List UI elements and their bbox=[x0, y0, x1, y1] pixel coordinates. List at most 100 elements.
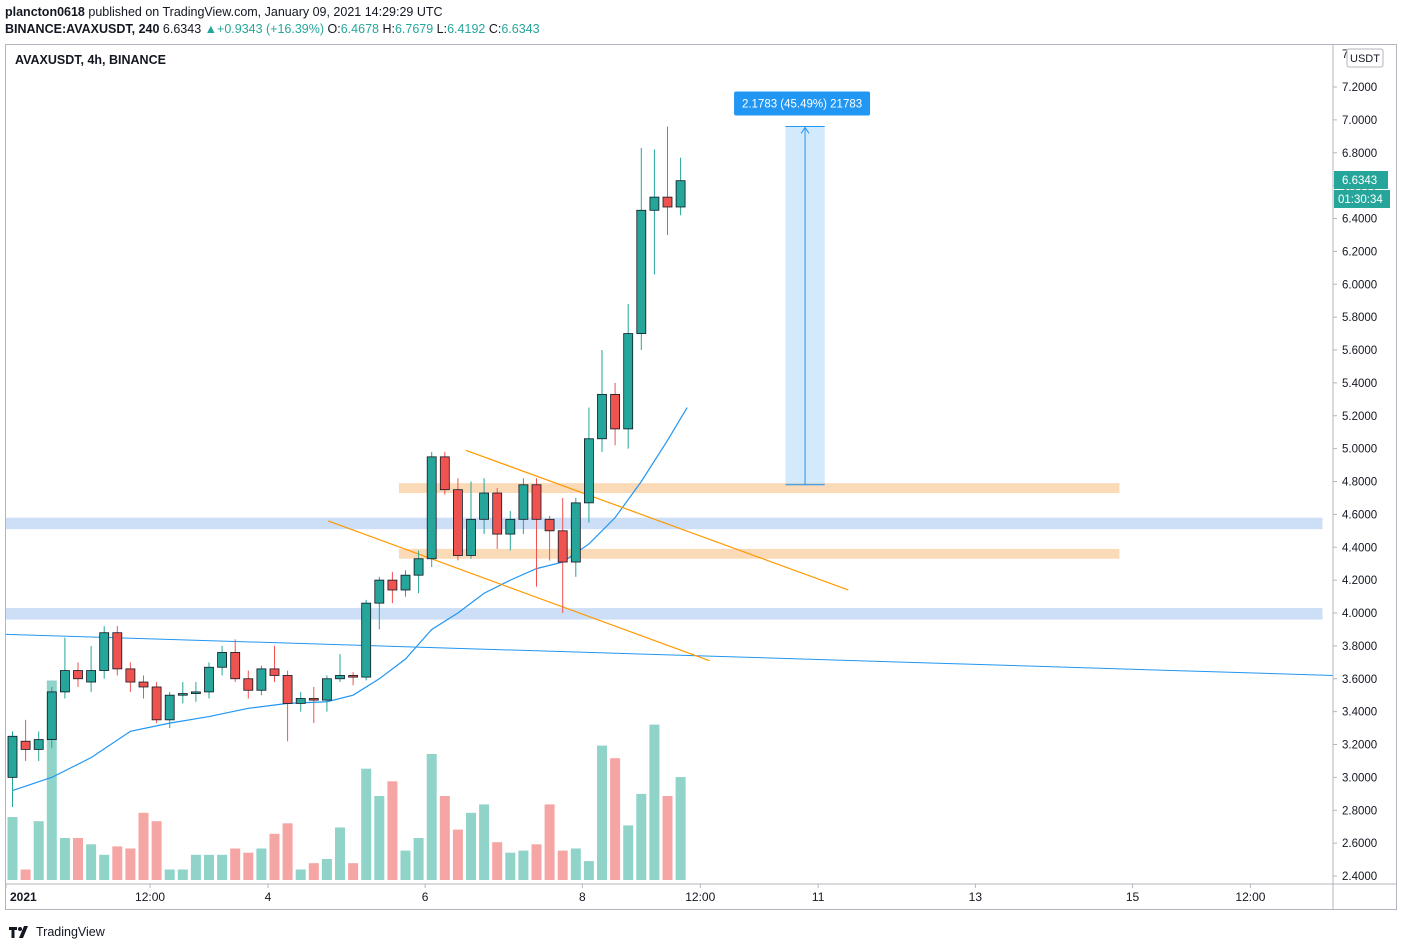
candle-body[interactable] bbox=[426, 456, 437, 560]
high-label: H: bbox=[382, 22, 395, 36]
candle-body[interactable] bbox=[99, 632, 110, 671]
candle-body[interactable] bbox=[479, 492, 490, 520]
candle-body[interactable] bbox=[177, 693, 188, 696]
low-label: L: bbox=[436, 22, 448, 36]
author-name[interactable]: plancton0618 bbox=[5, 5, 85, 19]
candle-body[interactable] bbox=[348, 675, 359, 678]
candle-body[interactable] bbox=[544, 518, 555, 532]
price-tick-label: 4.6000 bbox=[1342, 509, 1377, 521]
high-value: 6.7679 bbox=[394, 22, 434, 36]
candle-body[interactable] bbox=[282, 675, 293, 704]
last-price-label: 6.6343 bbox=[1342, 175, 1377, 187]
candle-body[interactable] bbox=[531, 484, 542, 520]
ohlc-row: BINANCE:AVAXUSDT, 240 6.6343 ▲+0.9343 (+… bbox=[5, 21, 540, 38]
volume-bar bbox=[636, 793, 647, 880]
price-tick-label: 5.6000 bbox=[1342, 345, 1377, 357]
candle-body[interactable] bbox=[557, 530, 568, 563]
price-tick-label: 2.4000 bbox=[1342, 871, 1377, 883]
volume-bar bbox=[177, 869, 188, 880]
candle-body[interactable] bbox=[361, 602, 372, 678]
candle-body[interactable] bbox=[190, 691, 201, 694]
volume-bar bbox=[439, 796, 450, 880]
currency-box[interactable] bbox=[1346, 48, 1384, 68]
footer-brand[interactable]: TradingView bbox=[8, 925, 105, 939]
measure-label: 2.1783 (45.49%) 21783 bbox=[742, 98, 862, 110]
publish-info: published on TradingView.com, January 09… bbox=[84, 5, 443, 19]
candle-body[interactable] bbox=[570, 502, 581, 563]
candle-body[interactable] bbox=[243, 678, 254, 691]
candle-body[interactable] bbox=[269, 668, 280, 676]
candle-body[interactable] bbox=[86, 670, 96, 683]
price-tick-label: 6.2000 bbox=[1342, 246, 1377, 258]
chart-frame[interactable] bbox=[5, 44, 1397, 910]
candle-body[interactable] bbox=[413, 558, 424, 576]
candle-body[interactable] bbox=[505, 518, 516, 535]
candle-body[interactable] bbox=[374, 579, 385, 604]
volume-bar bbox=[623, 825, 634, 880]
last-price: 6.6343 bbox=[162, 22, 202, 36]
price-tick-label: 3.2000 bbox=[1342, 740, 1377, 752]
candle-body[interactable] bbox=[636, 209, 647, 334]
candle-body[interactable] bbox=[452, 489, 463, 556]
candle-body[interactable] bbox=[321, 678, 332, 701]
candle-body[interactable] bbox=[584, 438, 594, 504]
price-tick-label: 5.4000 bbox=[1342, 378, 1377, 390]
candle-body[interactable] bbox=[204, 666, 214, 693]
candle-body[interactable] bbox=[217, 652, 228, 668]
candle-body[interactable] bbox=[492, 492, 503, 535]
volume-bar bbox=[99, 854, 110, 880]
candle-body[interactable] bbox=[335, 675, 345, 680]
volume-bar bbox=[570, 848, 581, 880]
volume-bar bbox=[86, 844, 97, 880]
candle-body[interactable] bbox=[256, 668, 267, 691]
candle-body[interactable] bbox=[73, 670, 83, 680]
price-tick-label: 3.6000 bbox=[1342, 674, 1377, 686]
candle-body[interactable] bbox=[230, 652, 241, 680]
time-tick-label: 13 bbox=[969, 890, 983, 904]
volume-bar bbox=[544, 804, 555, 880]
time-tick-label: 12:00 bbox=[135, 890, 165, 904]
candle-body[interactable] bbox=[125, 668, 136, 683]
price-tick-label: 5.8000 bbox=[1342, 312, 1377, 324]
close-value: 6.6343 bbox=[501, 22, 540, 36]
price-tick-label: 3.0000 bbox=[1342, 772, 1377, 784]
symbol-label: BINANCE:AVAXUSDT, 240 bbox=[5, 22, 160, 36]
candle-body[interactable] bbox=[675, 180, 686, 208]
volume-bar bbox=[492, 842, 503, 880]
change-value: +0.9343 (+16.39%) bbox=[217, 22, 325, 36]
volume-bar bbox=[151, 821, 162, 880]
candle-body[interactable] bbox=[7, 735, 18, 778]
volume-bar bbox=[531, 844, 542, 880]
candle-body[interactable] bbox=[295, 698, 306, 704]
volume-bar bbox=[335, 827, 345, 880]
candle-body[interactable] bbox=[597, 393, 607, 440]
candle-body[interactable] bbox=[662, 196, 673, 208]
countdown-badge bbox=[1334, 189, 1390, 208]
candle-body[interactable] bbox=[164, 694, 175, 721]
candle-body[interactable] bbox=[387, 579, 398, 591]
candle-body[interactable] bbox=[308, 698, 319, 701]
candle-body[interactable] bbox=[20, 740, 31, 750]
candle-body[interactable] bbox=[112, 632, 123, 670]
price-tick-label: 3.8000 bbox=[1342, 641, 1377, 653]
currency-label: USDT bbox=[1350, 53, 1380, 65]
candle-body[interactable] bbox=[151, 686, 162, 721]
candle-body[interactable] bbox=[623, 333, 634, 430]
candle-body[interactable] bbox=[466, 518, 476, 556]
price-tick-label: 6.4000 bbox=[1342, 214, 1377, 226]
channel-lower-line bbox=[328, 520, 710, 662]
volume-bar bbox=[374, 796, 385, 880]
time-tick-label: 4 bbox=[265, 890, 272, 904]
candle-body[interactable] bbox=[439, 456, 450, 491]
candle-body[interactable] bbox=[138, 681, 149, 688]
candle-body[interactable] bbox=[518, 484, 529, 520]
time-tick-label: 15 bbox=[1126, 890, 1140, 904]
candle-body[interactable] bbox=[649, 196, 660, 211]
candle-body[interactable] bbox=[60, 670, 70, 693]
candle-body[interactable] bbox=[33, 739, 44, 750]
candle-body[interactable] bbox=[610, 393, 620, 430]
price-tick-label: 4.2000 bbox=[1342, 575, 1377, 587]
candle-body[interactable] bbox=[46, 691, 57, 740]
candle-body[interactable] bbox=[400, 574, 411, 591]
